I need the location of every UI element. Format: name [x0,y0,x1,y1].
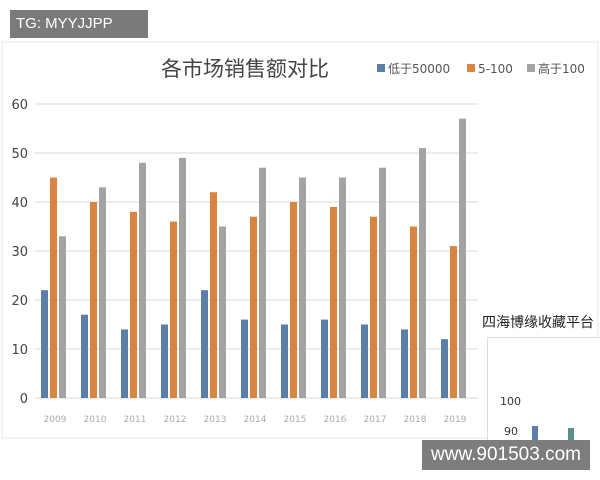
x-tick-label: 2015 [284,415,307,425]
bar-2016-series-1 [330,206,337,398]
inset-chart-fragment: 100 90 [487,337,600,441]
bar-2019-series-2 [459,118,466,398]
chart-title: 各市场销售额对比 [161,57,329,81]
bars-group: 2009 2010 2011 2012 2013 2014 2015 2016 2017 2018… [41,118,467,425]
bar-2016-series-2 [339,177,346,398]
bar-2018-series-0 [401,329,408,398]
grid-group: 0 10 20 30 40 50 60 [11,98,478,407]
bar-2017-series-1 [370,216,377,398]
bar-2013-series-1 [210,192,217,398]
bar-2017-series-0 [361,324,368,398]
bar-2013-series-2 [219,226,226,398]
bar-2012-series-0 [161,324,168,398]
bar-2010-series-2 [99,187,106,398]
inset-tick: 100 [500,395,521,408]
y-tick-label: 0 [20,392,28,407]
bar-2014-series-2 [259,167,266,398]
x-tick-label: 2010 [84,415,107,425]
bar-2018-series-1 [410,226,417,398]
y-tick-label: 30 [11,245,28,260]
bar-2012-series-2 [179,157,186,398]
y-tick-label: 40 [11,196,28,211]
legend-label: 高于100 [538,61,585,76]
bar-2014-series-1 [250,216,257,398]
x-tick-label: 2012 [164,415,187,425]
bar-2011-series-1 [130,211,137,398]
bar-2009-series-2 [59,236,66,398]
bar-2011-series-2 [139,162,146,398]
legend-label: 5-100 [478,62,513,76]
x-tick-label: 2009 [44,415,67,425]
watermark-top-left: TG: MYYJJPP [10,10,148,38]
x-tick-label: 2017 [364,415,387,425]
bar-2009-series-1 [50,177,57,398]
inset-bar [568,428,574,441]
inset-bar [532,426,538,441]
inset-tick: 90 [504,425,518,438]
legend-label: 低于50000 [388,62,450,76]
x-tick-label: 2014 [244,415,267,425]
x-tick-label: 2013 [204,415,227,425]
y-tick-label: 20 [11,294,28,309]
watermark-site: www.901503.com [422,440,590,470]
legend-swatch [467,64,475,72]
bar-2015-series-1 [290,202,297,398]
legend: 低于50000 5-100 高于100 [377,61,585,76]
bar-2009-series-0 [41,290,48,398]
legend-swatch [527,64,535,72]
y-tick-label: 10 [11,343,28,358]
bar-2010-series-1 [90,202,97,398]
bar-2010-series-0 [81,314,88,398]
bar-2018-series-2 [419,148,426,398]
overlay-watermark: 四海博缘收藏平台 [482,315,594,331]
x-tick-label: 2018 [404,415,427,425]
bar-2014-series-0 [241,319,248,398]
bar-2013-series-0 [201,290,208,398]
bar-2012-series-1 [170,221,177,398]
bar-2017-series-2 [379,167,386,398]
bar-2019-series-0 [441,339,448,398]
bar-2015-series-0 [281,324,288,398]
y-tick-label: 60 [11,98,28,113]
bar-2011-series-0 [121,329,128,398]
bar-2019-series-1 [450,246,457,398]
bar-2015-series-2 [299,177,306,398]
x-tick-label: 2016 [324,415,347,425]
x-tick-label: 2011 [124,415,147,425]
y-tick-label: 50 [11,147,28,162]
bar-2016-series-0 [321,319,328,398]
x-tick-label: 2019 [444,415,467,425]
legend-swatch [377,64,385,72]
